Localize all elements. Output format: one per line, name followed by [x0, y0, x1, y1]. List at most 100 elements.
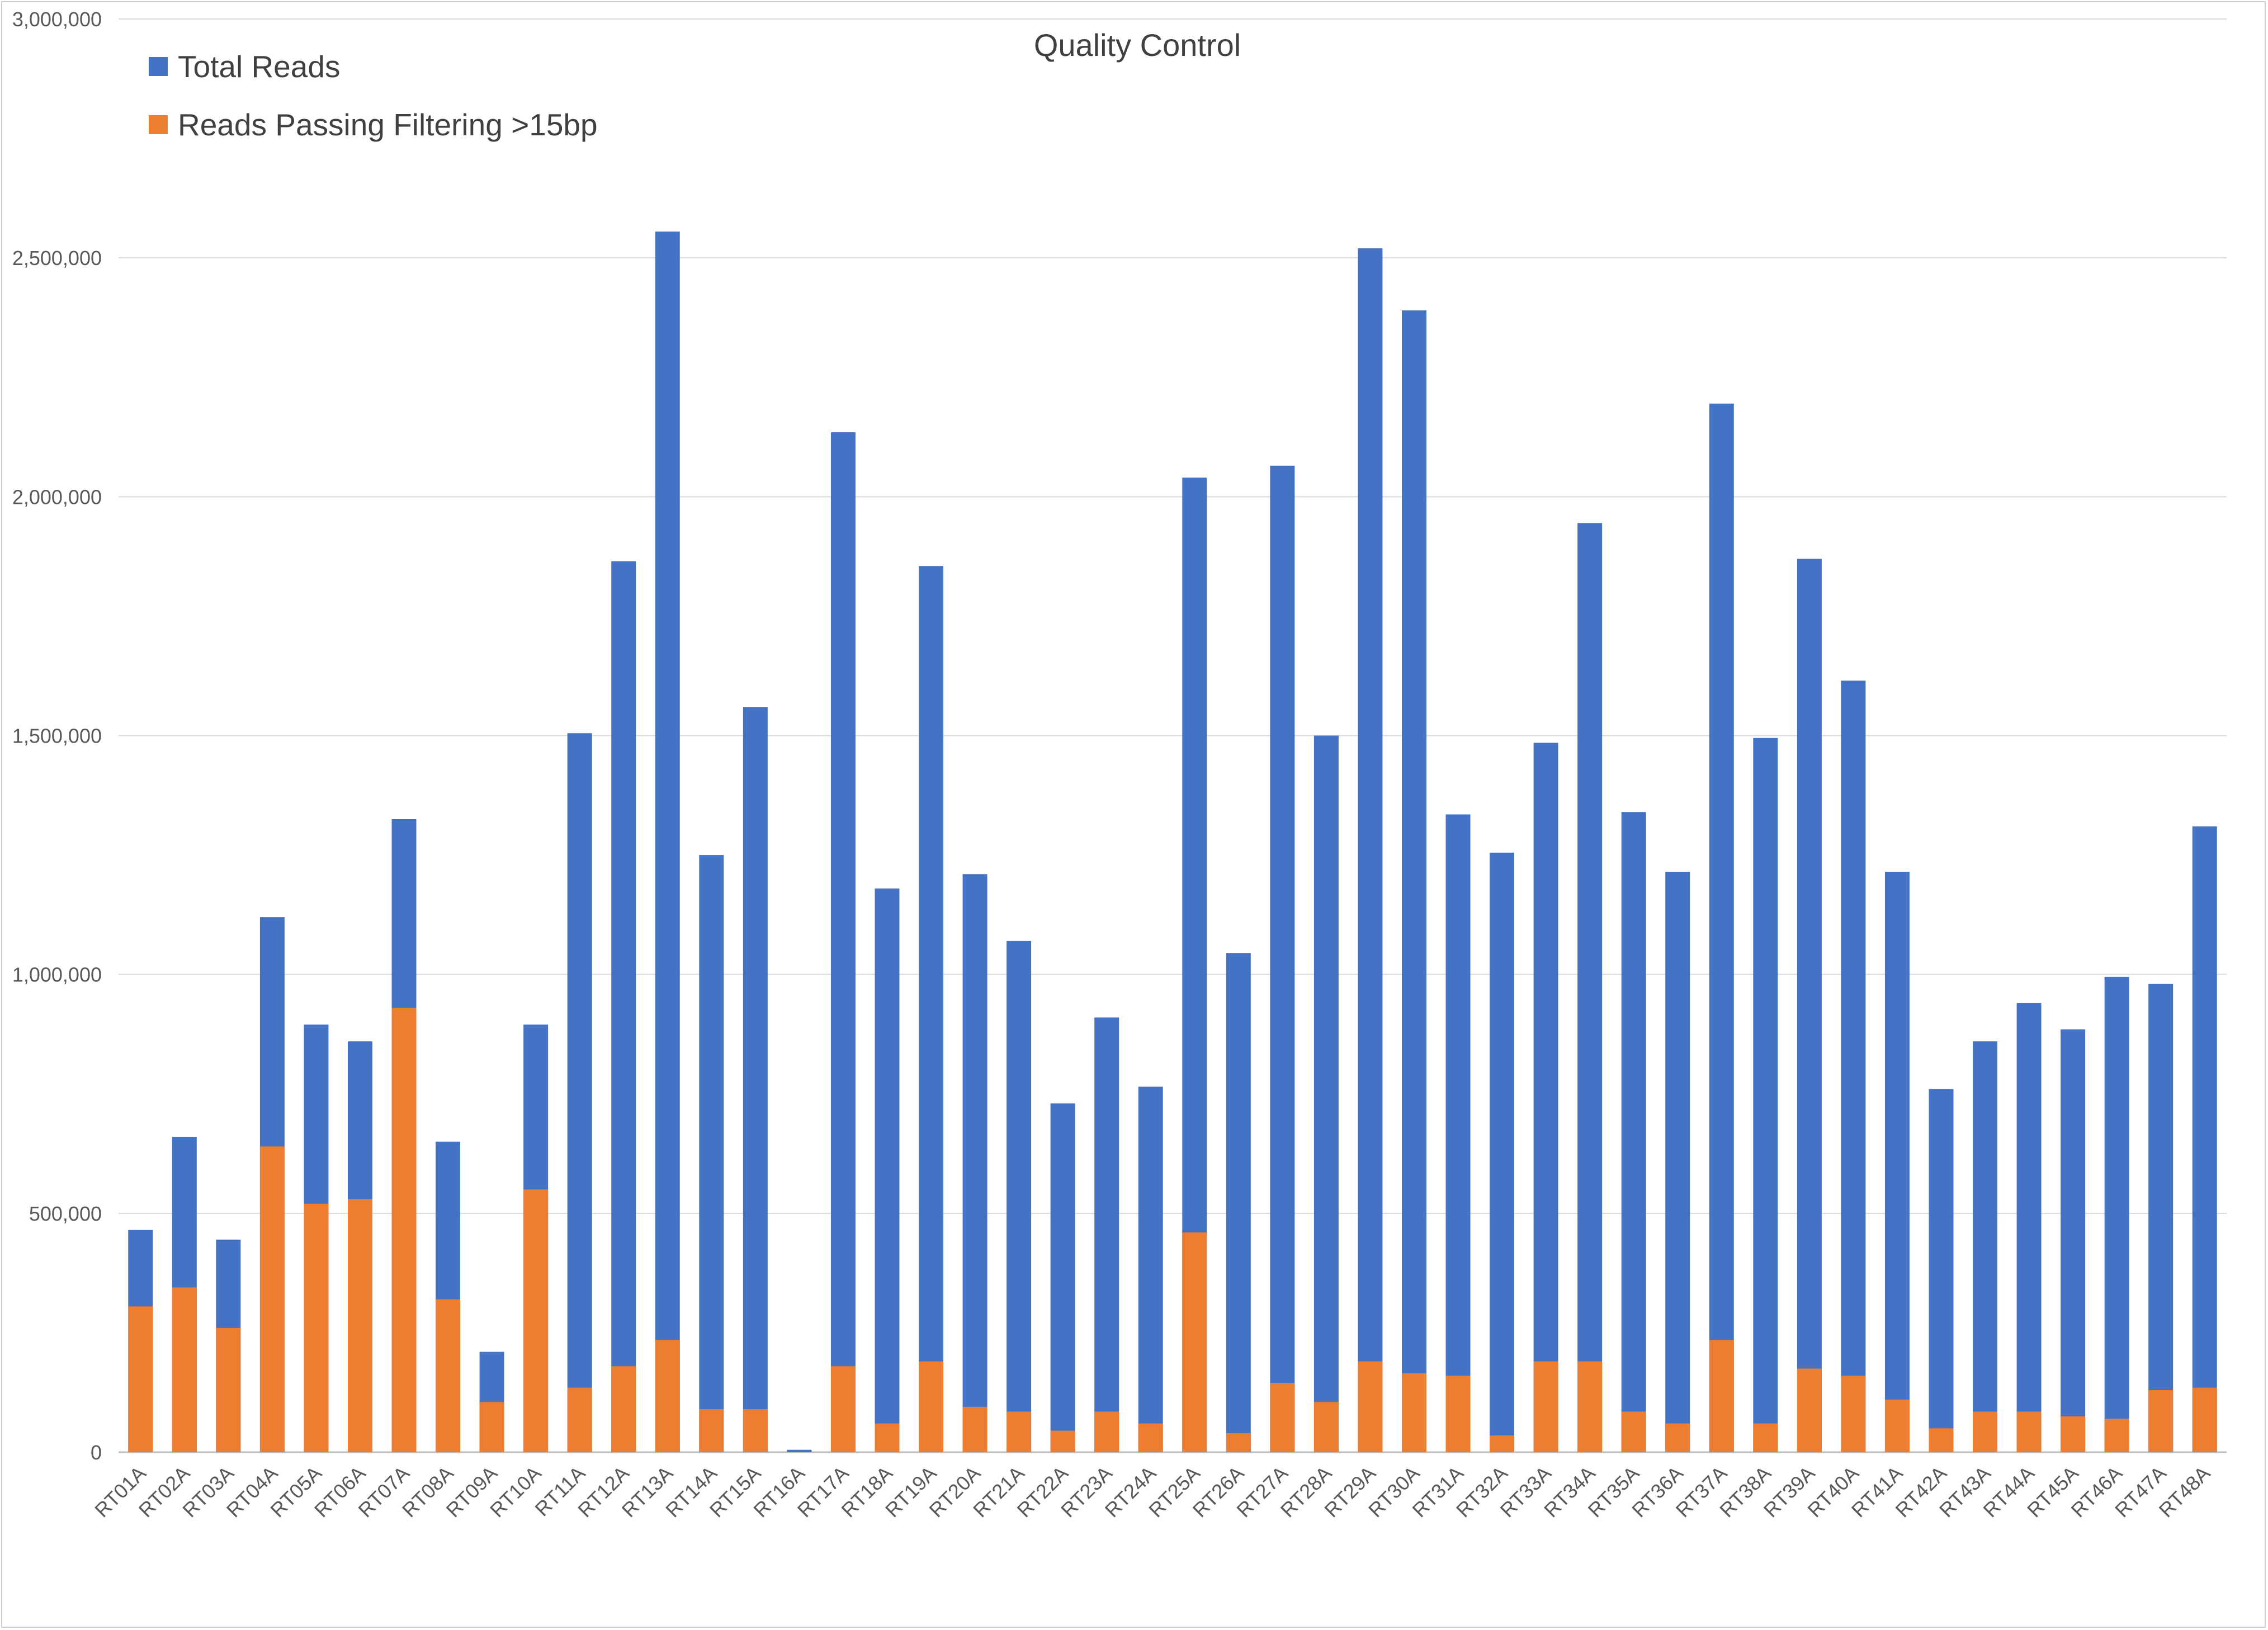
bar-reads-passing	[1138, 1423, 1163, 1452]
bar-reads-passing	[2016, 1411, 2042, 1452]
bar-reads-passing	[1270, 1383, 1295, 1452]
bar-reads-passing	[259, 1146, 285, 1452]
bar-total-reads	[1665, 871, 1690, 1452]
bar-total-reads	[1401, 310, 1426, 1452]
bar-reads-passing	[962, 1406, 987, 1452]
y-tick-label: 1,000,000	[12, 963, 102, 986]
bar-reads-passing	[1226, 1433, 1251, 1452]
bar-total-reads	[919, 566, 944, 1452]
bar-reads-passing	[1577, 1361, 1603, 1452]
x-axis-tick-labels: RT01ART02ART03ART04ART05ART06ART07ART08A…	[90, 1462, 2214, 1522]
y-tick-label: 3,000,000	[12, 8, 102, 31]
bar-total-reads	[1050, 1103, 1075, 1452]
y-tick-label: 2,500,000	[12, 247, 102, 270]
bar-reads-passing	[1533, 1361, 1558, 1452]
legend: Total Reads Reads Passing Filtering >15b…	[149, 49, 598, 166]
bar-total-reads	[1094, 1017, 1119, 1452]
bar-reads-passing	[1973, 1411, 1998, 1452]
bar-total-reads	[567, 733, 592, 1452]
bar-reads-passing	[1007, 1411, 1032, 1452]
bar-reads-passing	[1050, 1430, 1075, 1452]
bar-total-reads	[2104, 976, 2129, 1452]
bar-reads-passing	[1313, 1402, 1339, 1452]
bar-reads-passing	[611, 1366, 636, 1452]
bar-reads-passing	[830, 1366, 856, 1452]
bar-total-reads	[1797, 559, 1822, 1452]
y-axis-tick-labels: 0 500,000 1,000,000 1,500,000 2,000,000 2,500…	[12, 8, 102, 1464]
bar-reads-passing	[567, 1387, 592, 1452]
bar-total-reads	[1358, 248, 1383, 1452]
legend-item-total-reads: Total Reads	[149, 49, 598, 84]
bar-total-reads	[787, 1449, 812, 1452]
bar-reads-passing	[2104, 1419, 2129, 1452]
bars	[128, 231, 2217, 1453]
bar-reads-passing	[2061, 1416, 2086, 1452]
bar-total-reads	[962, 874, 987, 1452]
bar-total-reads	[1973, 1041, 1998, 1452]
bar-reads-passing	[1841, 1376, 1866, 1452]
bar-reads-passing	[1445, 1376, 1471, 1452]
bar-reads-passing	[699, 1409, 724, 1452]
chart-title: Quality Control	[1033, 27, 1241, 63]
bar-total-reads	[830, 432, 856, 1453]
y-tick-label: 2,000,000	[12, 485, 102, 508]
bar-total-reads	[655, 231, 680, 1453]
bar-total-reads	[1138, 1086, 1163, 1452]
bar-total-reads	[2061, 1029, 2086, 1452]
y-tick-label: 0	[91, 1441, 102, 1464]
bar-total-reads	[1753, 738, 1778, 1452]
bar-reads-passing	[2148, 1390, 2174, 1452]
bar-total-reads	[1884, 871, 1910, 1452]
bar-total-reads	[1709, 403, 1734, 1453]
bar-total-reads	[1577, 523, 1603, 1452]
bar-reads-passing	[216, 1327, 241, 1452]
bar-reads-passing	[523, 1189, 549, 1452]
bar-reads-passing	[391, 1008, 417, 1452]
bar-reads-passing	[919, 1361, 944, 1452]
bar-reads-passing	[436, 1299, 461, 1452]
y-tick-label: 1,500,000	[12, 725, 102, 748]
legend-label-reads-passing: Reads Passing Filtering >15bp	[178, 107, 598, 142]
legend-label-total-reads: Total Reads	[178, 49, 341, 84]
bar-total-reads	[1621, 812, 1646, 1452]
bar-reads-passing	[743, 1409, 768, 1452]
bar-total-reads	[1445, 814, 1471, 1452]
bar-reads-passing	[2192, 1387, 2217, 1452]
bar-reads-passing	[1094, 1411, 1119, 1452]
bar-total-reads	[1490, 852, 1515, 1452]
bar-reads-passing	[1665, 1423, 1690, 1452]
bar-reads-passing	[347, 1199, 372, 1452]
bar-reads-passing	[1797, 1368, 1822, 1452]
bar-reads-passing	[479, 1402, 504, 1452]
bar-total-reads	[1007, 941, 1032, 1452]
bar-total-reads	[1313, 735, 1339, 1452]
bar-reads-passing	[1182, 1232, 1207, 1452]
bar-total-reads	[2148, 984, 2174, 1452]
bar-total-reads	[699, 855, 724, 1452]
bar-reads-passing	[1753, 1423, 1778, 1452]
bar-total-reads	[1533, 743, 1558, 1452]
bar-total-reads	[743, 707, 768, 1452]
legend-swatch-reads-passing	[149, 115, 168, 134]
bar-total-reads	[1226, 953, 1251, 1452]
bar-reads-passing	[1709, 1340, 1734, 1452]
bar-reads-passing	[172, 1287, 197, 1452]
bar-total-reads	[2192, 826, 2217, 1452]
bar-reads-passing	[1884, 1400, 1910, 1452]
bar-reads-passing	[655, 1340, 680, 1452]
bar-total-reads	[1929, 1089, 1954, 1452]
gridlines	[119, 18, 2227, 1453]
bar-reads-passing	[1929, 1428, 1954, 1452]
legend-item-reads-passing: Reads Passing Filtering >15bp	[149, 107, 598, 142]
bar-reads-passing	[1358, 1361, 1383, 1452]
bar-total-reads	[1270, 465, 1295, 1452]
bar-total-reads	[2016, 1003, 2042, 1452]
bar-reads-passing	[1401, 1373, 1426, 1452]
bar-reads-passing	[128, 1306, 153, 1452]
bar-reads-passing	[1621, 1411, 1646, 1452]
bar-total-reads	[875, 888, 900, 1452]
bar-reads-passing	[875, 1423, 900, 1452]
bar-total-reads	[1841, 681, 1866, 1452]
